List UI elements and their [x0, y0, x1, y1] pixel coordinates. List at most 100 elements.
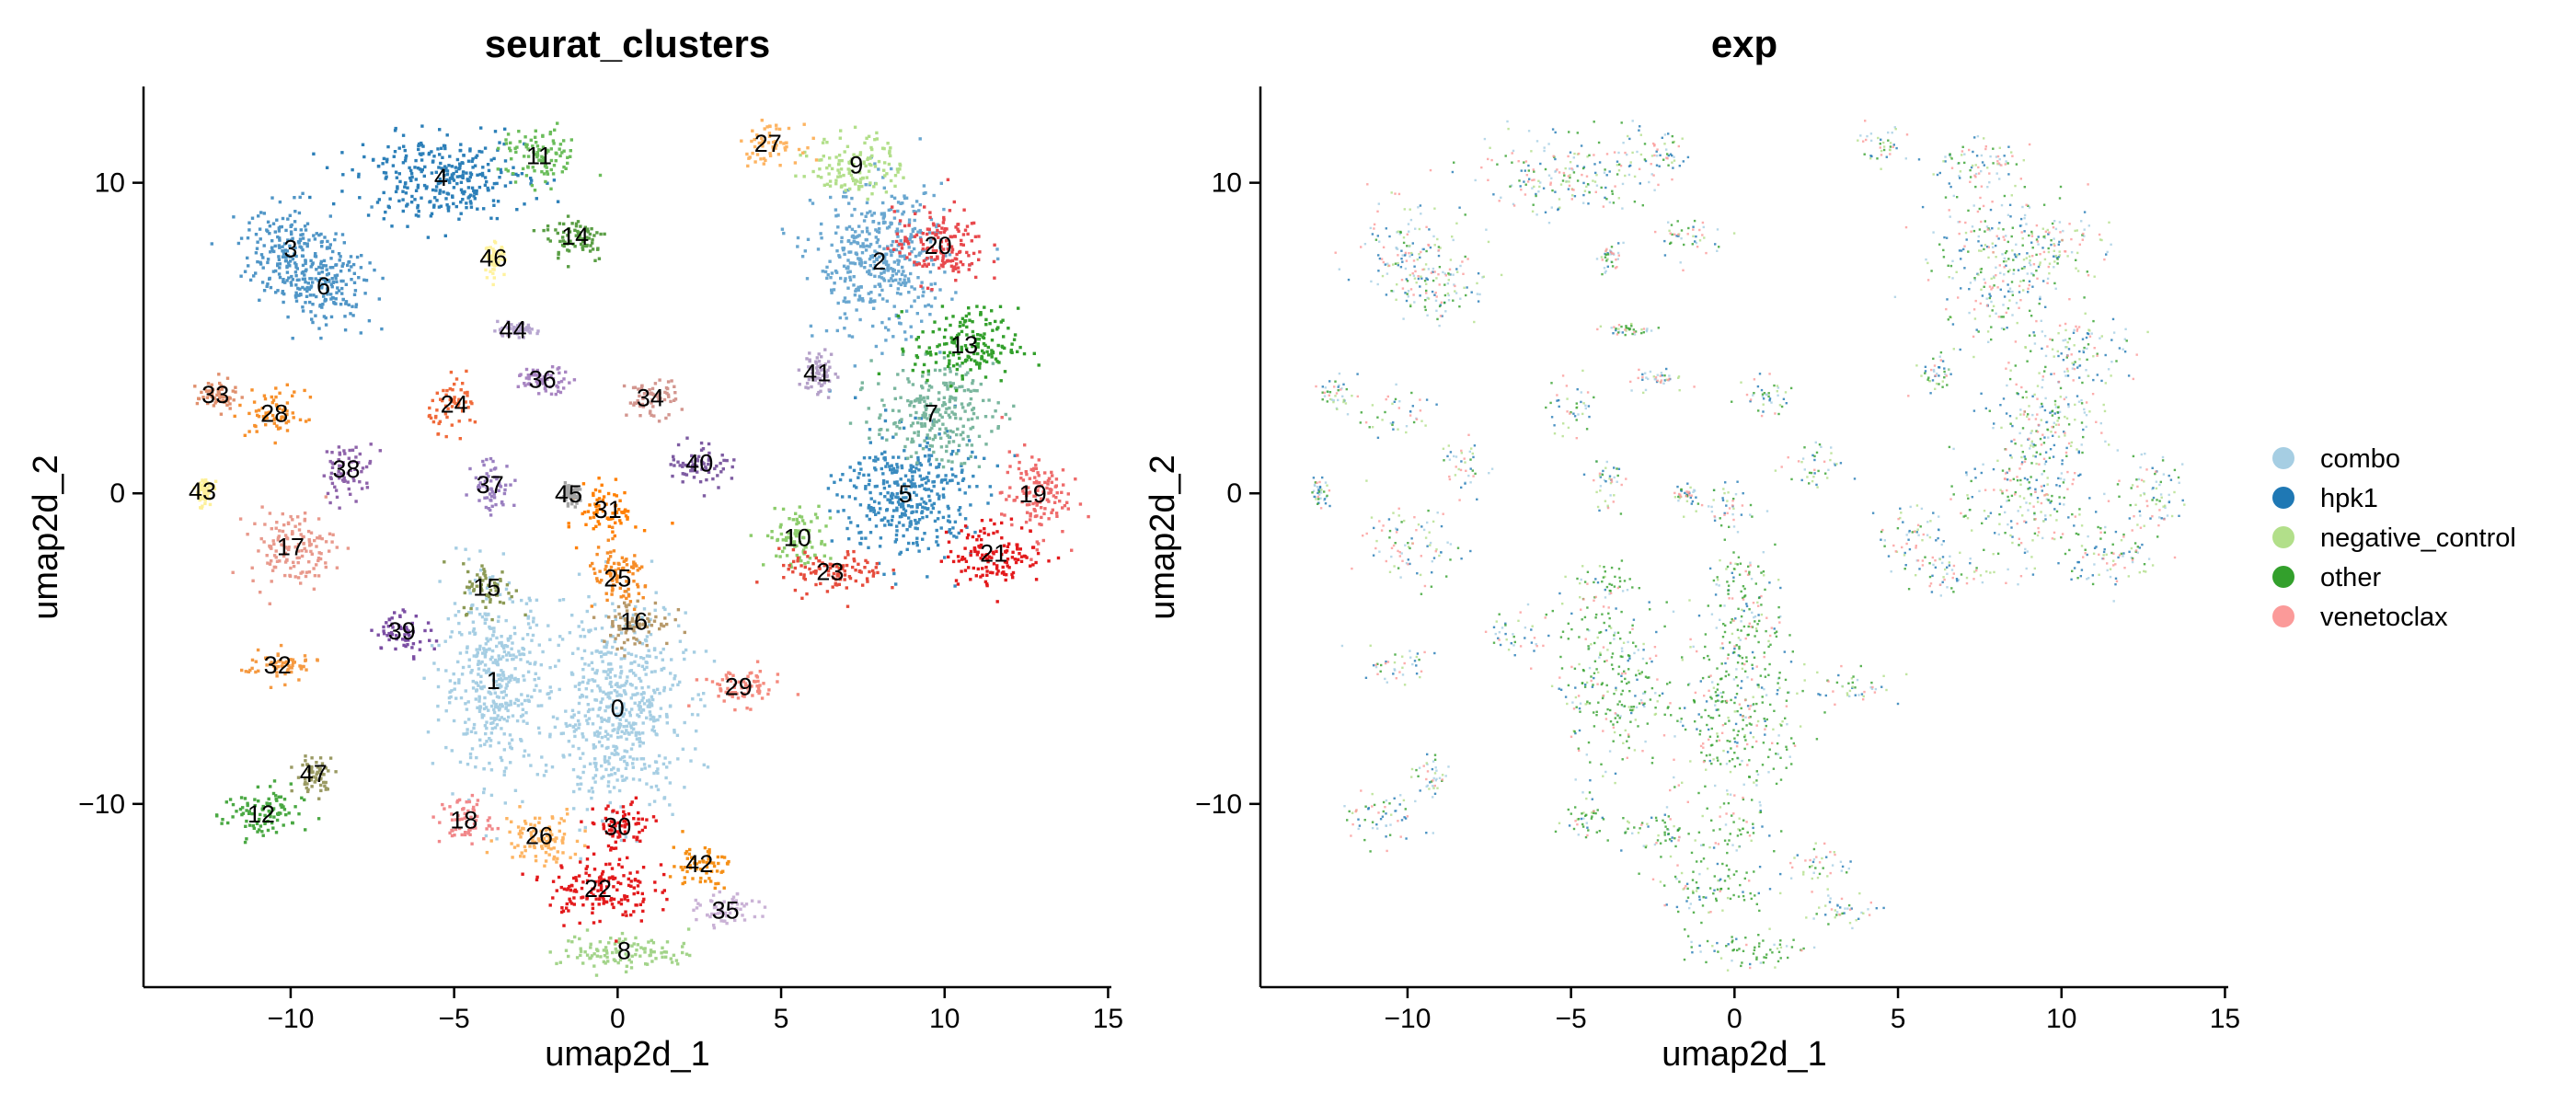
cluster-point: [937, 397, 941, 401]
cluster-point: [929, 282, 933, 286]
cluster-point: [911, 227, 914, 232]
cluster-point: [874, 524, 879, 528]
cluster-point: [282, 554, 286, 558]
cluster-point: [271, 807, 276, 811]
cluster-point: [901, 504, 905, 508]
cluster-point: [482, 684, 486, 689]
cluster-point: [916, 433, 920, 437]
cluster-point: [977, 535, 981, 538]
cluster-point: [583, 844, 587, 847]
cluster-point: [809, 571, 813, 575]
cluster-point: [897, 455, 901, 459]
cluster-point: [382, 190, 385, 195]
cluster-point: [916, 295, 920, 299]
cluster-point: [1000, 416, 1004, 420]
cluster-point: [495, 695, 500, 698]
cluster-point: [778, 164, 782, 167]
cluster-point: [896, 496, 900, 500]
cluster-point: [770, 535, 774, 540]
cluster-point: [877, 382, 880, 385]
cluster-point: [631, 765, 635, 769]
cluster-point: [889, 207, 893, 212]
cluster-point: [520, 598, 523, 603]
cluster-point: [880, 466, 883, 471]
cluster-point: [927, 346, 931, 350]
cluster-point: [905, 437, 910, 441]
cluster-point: [884, 190, 889, 194]
cluster-point: [958, 324, 962, 328]
cluster-point: [252, 400, 257, 404]
cluster-point: [525, 721, 529, 725]
cluster-point: [686, 927, 691, 931]
cluster-point: [446, 407, 450, 410]
cluster-point: [783, 146, 787, 150]
cluster-point: [839, 129, 843, 132]
cluster-point: [450, 630, 454, 634]
cluster-point: [632, 727, 636, 731]
cluster-point: [775, 127, 778, 131]
cluster-point: [291, 236, 294, 240]
cluster-point: [477, 673, 480, 676]
cluster-point: [615, 716, 619, 719]
cluster-point: [562, 887, 567, 891]
cluster-point: [837, 567, 841, 570]
cluster-point: [498, 718, 501, 721]
cluster-point: [305, 244, 309, 248]
cluster-point: [886, 269, 891, 272]
cluster-point: [843, 183, 847, 187]
cluster-point: [472, 654, 476, 658]
cluster-point: [416, 167, 420, 170]
cluster-point: [585, 236, 589, 239]
cluster-point: [473, 579, 477, 582]
cluster-point: [591, 903, 594, 906]
cluster-point: [936, 257, 939, 260]
cluster-point: [627, 569, 630, 574]
cluster-point: [973, 340, 977, 344]
cluster-point: [897, 270, 901, 273]
cluster-point: [1018, 552, 1021, 556]
cluster-point: [967, 355, 972, 360]
cluster-point: [912, 210, 915, 213]
cluster-point: [432, 205, 436, 209]
cluster-point: [956, 481, 960, 486]
cluster-point: [243, 840, 247, 845]
cluster-point: [663, 756, 667, 760]
cluster-point: [516, 825, 521, 829]
cluster-point: [951, 449, 955, 454]
cluster-14-points: [532, 214, 606, 269]
cluster-point: [580, 820, 583, 823]
cluster-point: [931, 330, 935, 334]
cluster-point: [831, 585, 834, 589]
cluster-point: [958, 249, 962, 254]
cluster-point: [579, 782, 583, 786]
cluster-point: [888, 500, 892, 504]
cluster-point: [836, 175, 840, 178]
cluster-point: [226, 821, 230, 825]
cluster-point: [550, 765, 555, 769]
cluster-point: [894, 272, 899, 276]
cluster-point: [322, 278, 326, 282]
cluster-point: [985, 573, 989, 577]
cluster-point: [335, 546, 339, 549]
cluster-point: [482, 788, 487, 791]
cluster-point: [564, 167, 568, 170]
cluster-point: [476, 814, 479, 819]
cluster-point: [951, 353, 955, 357]
cluster-point: [235, 810, 238, 813]
cluster-30-points: [580, 796, 663, 867]
cluster-point: [479, 674, 483, 678]
cluster-point: [294, 254, 298, 259]
cluster-point: [454, 696, 458, 700]
cluster-point: [504, 618, 508, 623]
cluster-point: [661, 908, 665, 912]
cluster-point: [624, 707, 628, 712]
cluster-point: [960, 238, 963, 243]
cluster-point: [523, 155, 526, 158]
cluster-point: [950, 297, 954, 301]
cluster-point: [468, 580, 472, 584]
cluster-point: [917, 251, 922, 255]
cluster-point: [926, 286, 930, 290]
cluster-point: [896, 483, 900, 487]
cluster-point: [272, 815, 276, 819]
cluster-point: [876, 457, 880, 461]
